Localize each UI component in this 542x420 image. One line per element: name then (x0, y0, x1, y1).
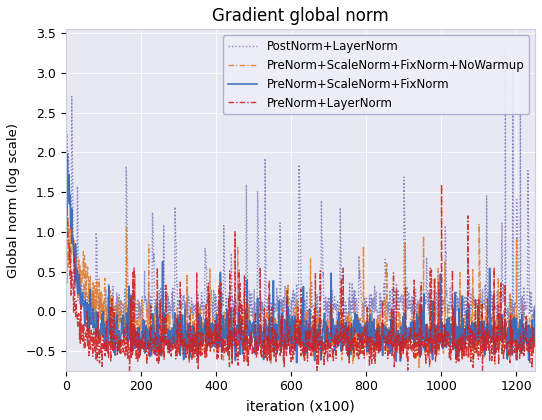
PreNorm+ScaleNorm+FixNorm+NoWarmup (294, 316, 301, 321)
X-axis label: iteration (x100): iteration (x100) (246, 399, 355, 413)
PreNorm+ScaleNorm+FixNorm (185, 326, 191, 331)
PreNorm+ScaleNorm+FixNorm (276, 298, 282, 303)
Title: Gradient global norm: Gradient global norm (212, 7, 389, 25)
Line: PostNorm+LayerNorm: PostNorm+LayerNorm (66, 50, 535, 338)
PreNorm+LayerNorm (532, 340, 538, 345)
Line: PreNorm+LayerNorm: PreNorm+LayerNorm (66, 184, 535, 371)
PreNorm+ScaleNorm+FixNorm+NoWarmup (185, 349, 192, 354)
PreNorm+LayerNorm (185, 339, 192, 344)
PreNorm+LayerNorm (176, 352, 182, 357)
PostNorm+LayerNorm (366, 293, 373, 298)
PreNorm+ScaleNorm+FixNorm+NoWarmup (276, 319, 283, 324)
PreNorm+ScaleNorm+FixNorm+NoWarmup (176, 337, 182, 342)
PreNorm+LayerNorm (312, 306, 318, 311)
PreNorm+LayerNorm (438, 181, 445, 186)
PostNorm+LayerNorm (502, 47, 508, 52)
PreNorm+LayerNorm (276, 339, 283, 344)
PreNorm+ScaleNorm+FixNorm+NoWarmup (63, 242, 69, 247)
PreNorm+ScaleNorm+FixNorm+NoWarmup (312, 337, 318, 342)
PreNorm+ScaleNorm+FixNorm+NoWarmup (416, 366, 422, 371)
PreNorm+LayerNorm (366, 364, 373, 369)
PostNorm+LayerNorm (312, 305, 318, 310)
PreNorm+LayerNorm (126, 368, 133, 373)
PreNorm+ScaleNorm+FixNorm (63, 126, 69, 131)
PreNorm+ScaleNorm+FixNorm+NoWarmup (64, 215, 71, 220)
Line: PreNorm+ScaleNorm+FixNorm: PreNorm+ScaleNorm+FixNorm (66, 129, 535, 362)
PreNorm+ScaleNorm+FixNorm (294, 334, 301, 339)
PostNorm+LayerNorm (532, 320, 538, 325)
PostNorm+LayerNorm (176, 310, 182, 315)
PreNorm+ScaleNorm+FixNorm (293, 360, 300, 365)
PreNorm+ScaleNorm+FixNorm (176, 315, 182, 320)
PostNorm+LayerNorm (63, 121, 69, 126)
Line: PreNorm+ScaleNorm+FixNorm+NoWarmup: PreNorm+ScaleNorm+FixNorm+NoWarmup (66, 217, 535, 369)
PostNorm+LayerNorm (276, 308, 283, 313)
PostNorm+LayerNorm (161, 336, 167, 341)
PreNorm+LayerNorm (63, 186, 69, 191)
PreNorm+ScaleNorm+FixNorm+NoWarmup (532, 310, 538, 315)
PostNorm+LayerNorm (294, 298, 301, 303)
PreNorm+LayerNorm (294, 336, 301, 341)
PreNorm+ScaleNorm+FixNorm (532, 339, 538, 344)
Legend: PostNorm+LayerNorm, PreNorm+ScaleNorm+FixNorm+NoWarmup, PreNorm+ScaleNorm+FixNor: PostNorm+LayerNorm, PreNorm+ScaleNorm+Fi… (223, 35, 529, 114)
PostNorm+LayerNorm (185, 294, 192, 299)
Y-axis label: Global norm (log scale): Global norm (log scale) (7, 123, 20, 278)
PreNorm+ScaleNorm+FixNorm+NoWarmup (366, 331, 373, 336)
PreNorm+ScaleNorm+FixNorm (312, 358, 318, 363)
PreNorm+ScaleNorm+FixNorm (366, 343, 373, 348)
